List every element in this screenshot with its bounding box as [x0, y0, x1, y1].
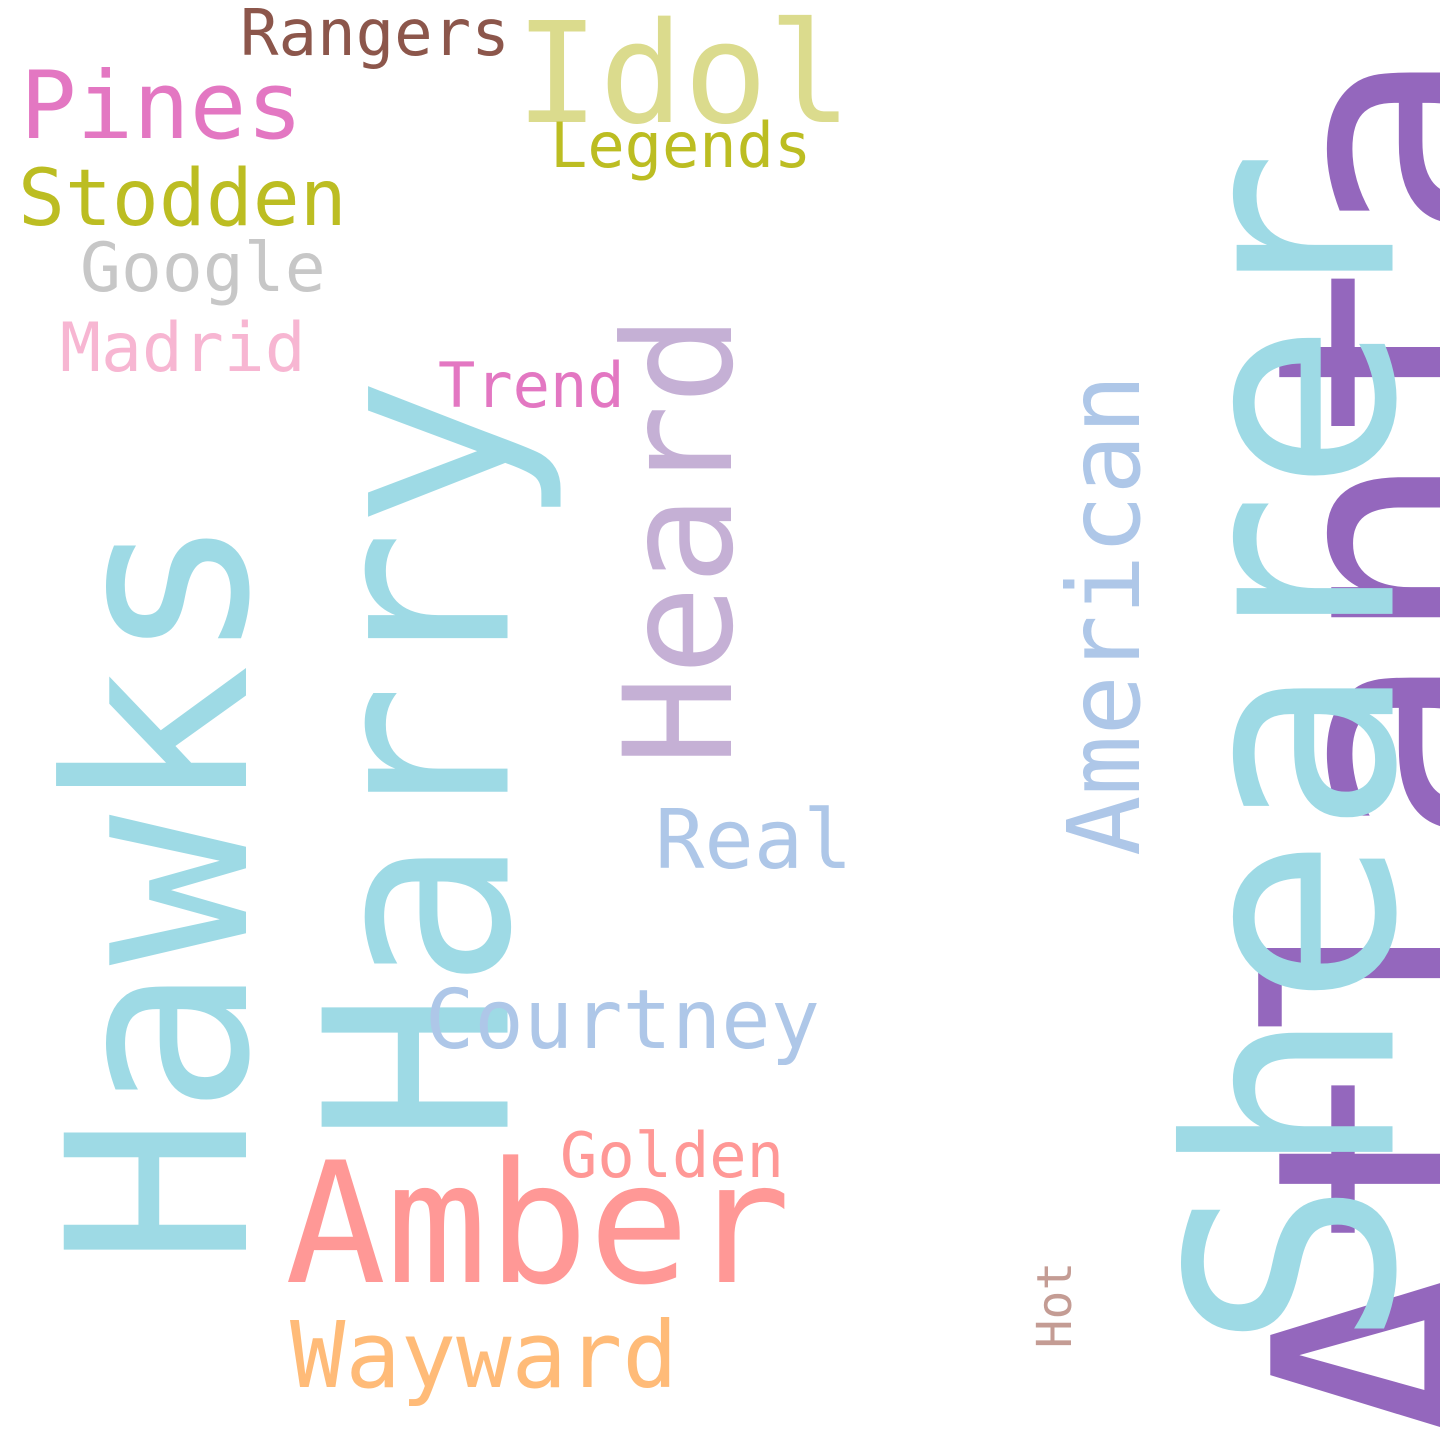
- word-stodden: Stodden: [18, 154, 347, 244]
- word-wayward: Wayward: [290, 1302, 678, 1409]
- word-hot-text: Hot: [1027, 1261, 1083, 1349]
- word-pines: Pines: [20, 52, 303, 161]
- word-madrid: Madrid: [60, 309, 306, 388]
- word-courtney: Courtney: [425, 973, 820, 1068]
- word-golden: Golden: [560, 1119, 784, 1192]
- word-legends: Legends: [550, 109, 812, 182]
- word-google: Google: [80, 229, 326, 308]
- word-american-text: American: [1046, 374, 1163, 856]
- word-real: Real: [655, 793, 853, 888]
- word-shearer-text: Shearer: [1128, 149, 1440, 1351]
- word-amber: Amber: [285, 1126, 791, 1322]
- word-trend: Trend: [438, 349, 625, 422]
- word-hawks-text: Hawks: [14, 513, 305, 1267]
- word-rangers: Rangers: [240, 0, 510, 71]
- word-heard-text: Heard: [593, 314, 767, 766]
- word-idol: Idol: [515, 0, 853, 156]
